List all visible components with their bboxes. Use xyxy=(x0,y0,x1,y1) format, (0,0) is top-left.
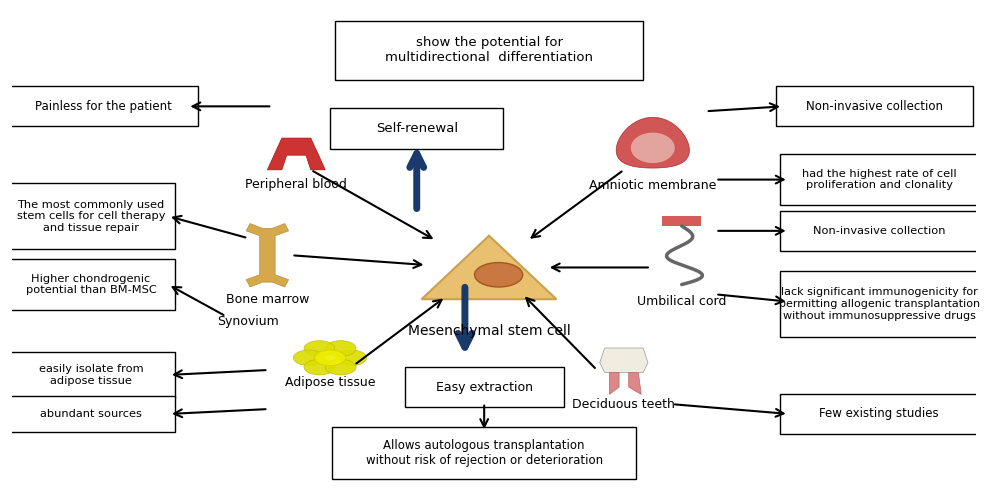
FancyBboxPatch shape xyxy=(780,394,978,434)
Text: had the highest rate of cell
proliferation and clonality: had the highest rate of cell proliferati… xyxy=(802,169,957,191)
Text: show the potential for
multidirectional  differentiation: show the potential for multidirectional … xyxy=(385,36,593,64)
Text: Painless for the patient: Painless for the patient xyxy=(35,100,172,113)
Text: Synovium: Synovium xyxy=(217,315,279,327)
Polygon shape xyxy=(600,348,648,373)
Circle shape xyxy=(304,359,335,375)
Text: easily isolate from
adipose tissue: easily isolate from adipose tissue xyxy=(39,364,143,385)
FancyBboxPatch shape xyxy=(335,21,643,80)
Circle shape xyxy=(315,350,345,366)
Circle shape xyxy=(304,341,335,356)
Circle shape xyxy=(475,263,523,287)
Text: Few existing studies: Few existing studies xyxy=(819,408,939,420)
Text: Adipose tissue: Adipose tissue xyxy=(285,376,375,389)
FancyBboxPatch shape xyxy=(7,259,175,310)
Circle shape xyxy=(336,350,367,366)
Text: abundant sources: abundant sources xyxy=(40,409,142,419)
Circle shape xyxy=(325,359,356,375)
Text: Mesenchymal stem cell: Mesenchymal stem cell xyxy=(408,324,570,338)
Text: Higher chondrogenic
potential than BM-MSC: Higher chondrogenic potential than BM-MS… xyxy=(26,274,156,296)
Text: lack significant immunogenicity for
permitting allogenic transplantation
without: lack significant immunogenicity for perm… xyxy=(779,288,980,321)
FancyBboxPatch shape xyxy=(10,86,198,126)
Text: Umbilical cord: Umbilical cord xyxy=(637,295,726,308)
Polygon shape xyxy=(267,138,325,170)
FancyBboxPatch shape xyxy=(780,154,978,205)
Polygon shape xyxy=(629,373,641,394)
Circle shape xyxy=(293,350,324,366)
FancyBboxPatch shape xyxy=(780,271,978,337)
Text: Bone marrow: Bone marrow xyxy=(226,293,309,306)
FancyBboxPatch shape xyxy=(330,108,503,149)
Polygon shape xyxy=(422,236,556,299)
FancyBboxPatch shape xyxy=(776,86,973,126)
FancyBboxPatch shape xyxy=(780,211,978,251)
Polygon shape xyxy=(246,223,289,287)
FancyBboxPatch shape xyxy=(332,427,636,479)
Text: Amniotic membrane: Amniotic membrane xyxy=(589,179,716,192)
Text: The most commonly used
stem cells for cell therapy
and tissue repair: The most commonly used stem cells for ce… xyxy=(17,200,165,233)
Polygon shape xyxy=(609,373,619,394)
Circle shape xyxy=(325,341,356,356)
Text: Deciduous teeth: Deciduous teeth xyxy=(572,398,675,410)
Text: Non-invasive collection: Non-invasive collection xyxy=(806,100,943,113)
Text: Self-renewal: Self-renewal xyxy=(376,122,458,135)
Text: Easy extraction: Easy extraction xyxy=(436,381,533,394)
FancyBboxPatch shape xyxy=(7,183,175,249)
Text: Peripheral blood: Peripheral blood xyxy=(245,178,347,191)
FancyBboxPatch shape xyxy=(405,367,564,407)
FancyBboxPatch shape xyxy=(7,396,175,432)
Text: Non-invasive collection: Non-invasive collection xyxy=(813,226,945,236)
Polygon shape xyxy=(631,133,675,163)
Polygon shape xyxy=(616,117,689,168)
Text: Allows autologous transplantation
without risk of rejection or deterioration: Allows autologous transplantation withou… xyxy=(366,439,603,467)
FancyBboxPatch shape xyxy=(7,352,175,398)
